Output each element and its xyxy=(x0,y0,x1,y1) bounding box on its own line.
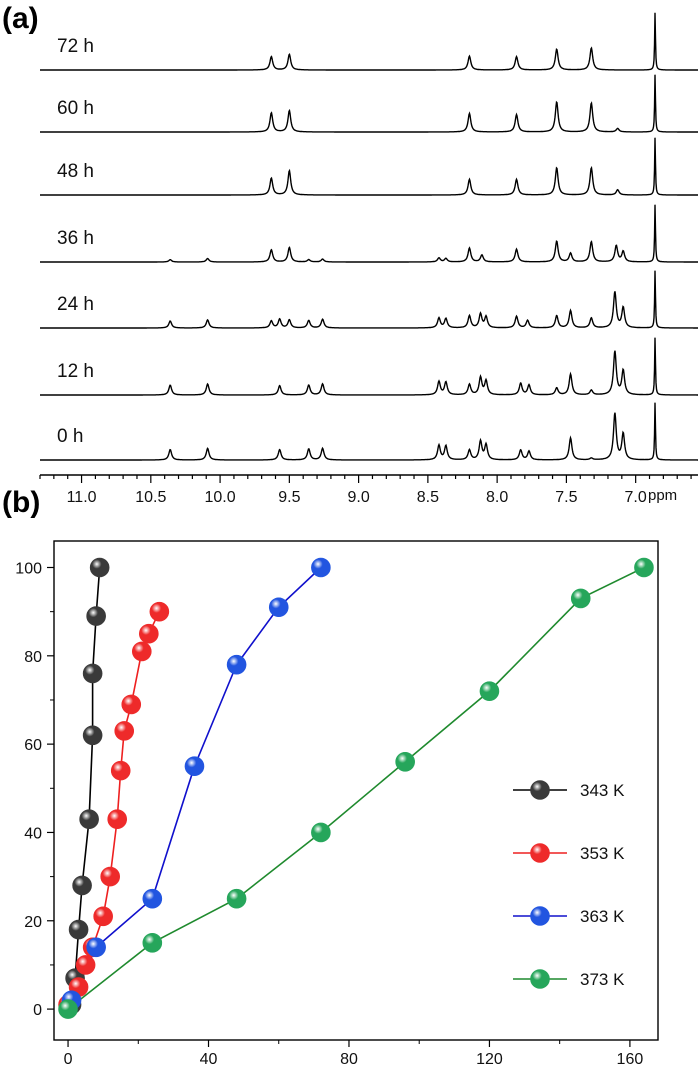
ppm-axis-label: ppm xyxy=(648,487,677,504)
data-point-343-k xyxy=(89,557,110,578)
trace-label-0h: 0 h xyxy=(57,426,83,447)
y-tick-label: 80 xyxy=(24,649,42,666)
x-tick-label: 40 xyxy=(200,1051,218,1067)
data-point-363-k xyxy=(86,937,106,958)
ppm-tick-label: 9.5 xyxy=(278,489,300,506)
x-tick-label: 120 xyxy=(476,1051,503,1067)
data-point-353-k xyxy=(121,694,142,715)
panel-label-b: (b) xyxy=(2,486,40,519)
x-tick-label: 0 xyxy=(64,1051,73,1067)
ppm-tick-label: 9.0 xyxy=(347,489,369,506)
legend-label-373-k: 373 K xyxy=(580,970,625,989)
legend-marker-353-k xyxy=(530,843,550,863)
data-point-363-k xyxy=(268,597,289,618)
y-tick-label: 100 xyxy=(15,560,42,577)
data-point-343-k xyxy=(68,919,89,940)
spectrum-trace-48h xyxy=(40,137,698,196)
spectrum-trace-60h xyxy=(40,74,698,133)
spectrum-trace-12h xyxy=(40,337,698,396)
ppm-tick-label: 11.0 xyxy=(67,489,97,506)
trace-label-24h: 24 h xyxy=(57,294,94,315)
data-point-373-k xyxy=(479,681,500,701)
data-point-373-k xyxy=(634,557,654,578)
series-line-373-k xyxy=(67,566,645,1010)
trace-label-60h: 60 h xyxy=(57,98,94,119)
y-tick-label: 0 xyxy=(33,1002,42,1019)
data-point-353-k xyxy=(100,866,120,887)
data-point-363-k xyxy=(142,888,163,909)
legend-marker-363-k xyxy=(530,906,550,926)
legend-label-363-k: 363 K xyxy=(580,907,625,926)
data-point-353-k xyxy=(75,955,96,975)
legend-marker-373-k xyxy=(530,969,550,989)
ppm-tick-label: 8.0 xyxy=(486,489,508,506)
y-tick-label: 20 xyxy=(24,914,42,931)
data-point-363-k xyxy=(226,654,247,675)
legend-label-353-k: 353 K xyxy=(580,844,625,863)
y-tick-label: 60 xyxy=(24,737,42,754)
trace-label-72h: 72 h xyxy=(57,36,94,57)
data-point-373-k xyxy=(395,751,415,772)
data-point-353-k xyxy=(139,623,159,644)
ppm-tick-label: 7.5 xyxy=(555,489,577,506)
data-point-343-k xyxy=(79,809,99,830)
data-point-373-k xyxy=(58,999,78,1019)
spectrum-trace-24h xyxy=(40,270,698,329)
spectrum-trace-0h xyxy=(40,402,698,461)
series-line-363-k xyxy=(70,566,322,1001)
data-point-353-k xyxy=(114,721,135,741)
y-tick-label: 40 xyxy=(24,825,42,842)
data-point-353-k xyxy=(107,809,128,830)
data-point-373-k xyxy=(570,588,591,609)
panel-b: 0 40 80 120 160 0 20 40 60 80 100 343 K 353 K 363 K 37… xyxy=(2,486,659,1067)
data-point-363-k xyxy=(311,557,331,578)
data-point-343-k xyxy=(86,606,106,626)
trace-label-36h: 36 h xyxy=(57,228,94,249)
x-tick-label: 160 xyxy=(617,1051,644,1067)
data-point-353-k xyxy=(93,906,113,927)
data-point-353-k xyxy=(110,760,131,781)
data-point-373-k xyxy=(311,822,331,843)
plot-frame xyxy=(53,540,659,1041)
data-point-343-k xyxy=(72,875,92,896)
data-point-373-k xyxy=(226,888,247,909)
trace-label-12h: 12 h xyxy=(57,361,94,382)
ppm-tick-label: 10.0 xyxy=(205,489,236,506)
ppm-tick-label: 10.5 xyxy=(135,489,166,506)
ppm-tick-label: 8.5 xyxy=(417,489,439,506)
legend-marker-343-k xyxy=(530,780,550,800)
data-point-373-k xyxy=(142,933,163,953)
data-point-343-k xyxy=(82,663,103,684)
data-point-353-k xyxy=(131,641,152,662)
data-point-343-k xyxy=(82,725,103,746)
data-point-363-k xyxy=(184,756,205,777)
panel-label-a: (a) xyxy=(2,2,39,35)
panel-a: 72 h 60 h 48 h 36 h 24 h 12 h 0 h 11.0 10.5 10.0 9… xyxy=(2,2,698,506)
data-point-353-k xyxy=(149,601,170,622)
trace-label-48h: 48 h xyxy=(57,161,94,182)
ppm-tick-label: 7.0 xyxy=(625,489,647,506)
legend-label-343-k: 343 K xyxy=(580,781,625,800)
spectrum-trace-72h xyxy=(40,12,698,71)
x-tick-label: 80 xyxy=(340,1051,358,1067)
spectrum-trace-36h xyxy=(40,204,698,263)
